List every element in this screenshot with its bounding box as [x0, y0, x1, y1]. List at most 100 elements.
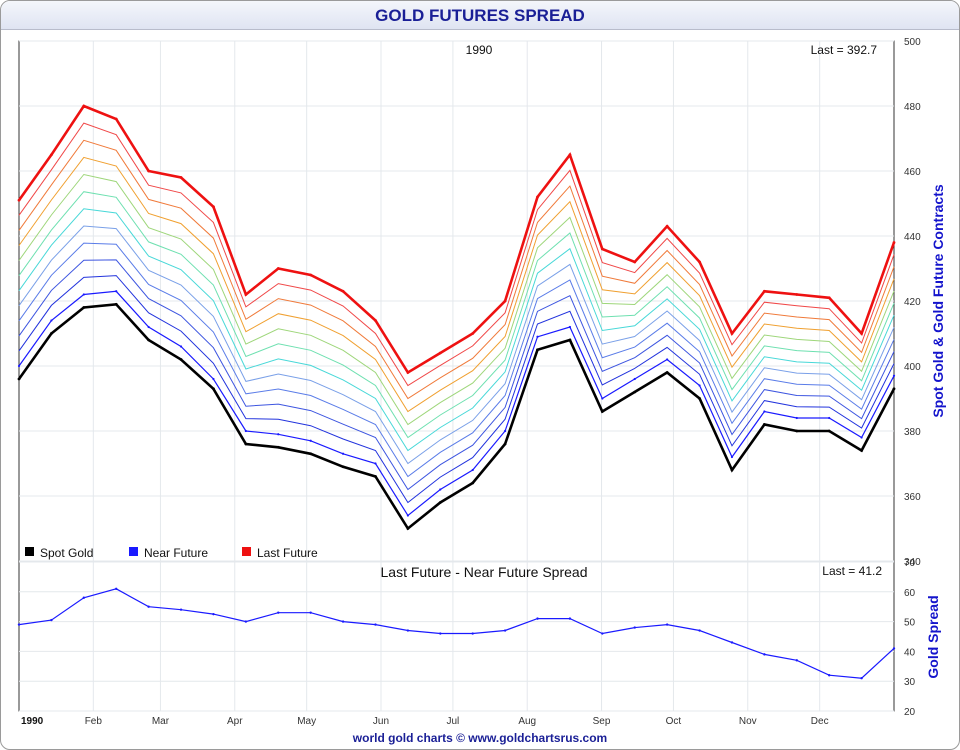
near-future-point	[730, 455, 734, 459]
spot-gold-point	[568, 338, 572, 342]
futures-contract-line	[18, 156, 895, 413]
near-future-point	[374, 462, 377, 465]
spread-point	[730, 641, 734, 644]
last-future-point	[633, 260, 637, 264]
spread-point	[212, 612, 215, 616]
bottom-plot-area	[18, 561, 895, 712]
spread-point	[471, 632, 474, 635]
legend-label: Near Future	[144, 546, 208, 560]
x-axis-month-label: Jul	[447, 716, 460, 727]
top-y-tick-label: 440	[904, 232, 921, 243]
title-bar: GOLD FUTURES SPREAD	[1, 1, 959, 30]
spread-point	[568, 617, 572, 620]
near-future-point	[666, 358, 669, 361]
spot-gold-point	[860, 449, 863, 452]
spot-gold-point	[665, 371, 669, 374]
spot-gold-point	[698, 397, 701, 400]
bottom-y-tick-label: 30	[904, 677, 916, 688]
last-future-point	[730, 332, 734, 335]
spot-gold-point	[179, 358, 183, 361]
spread-point	[115, 587, 118, 591]
near-future-point	[795, 416, 798, 420]
futures-contract-line	[18, 173, 895, 426]
spot-gold-point	[438, 501, 442, 504]
last-future-point	[536, 195, 539, 199]
legend-swatch	[129, 547, 138, 556]
spread-point	[698, 629, 701, 632]
spread-point	[860, 677, 863, 680]
bottom-y-tick-label: 40	[904, 647, 916, 658]
x-axis-month-label: Nov	[739, 716, 757, 727]
x-axis-month-label: 1990	[21, 716, 44, 727]
spot-gold-point	[276, 445, 280, 449]
last-future-point	[471, 332, 475, 335]
x-axis-month-label: Oct	[666, 716, 682, 727]
spot-gold-point	[471, 481, 475, 485]
x-axis-month-label: Jun	[373, 716, 389, 727]
near-future-point	[179, 345, 183, 348]
spread-point	[17, 623, 21, 626]
spread-point	[244, 620, 248, 623]
near-future-point	[341, 452, 345, 455]
last-future-point	[795, 293, 799, 296]
last-future-point	[17, 198, 21, 202]
near-future-point	[147, 325, 150, 329]
spot-gold-line	[17, 302, 896, 531]
spread-point	[503, 629, 507, 632]
spot-gold-point	[730, 468, 734, 472]
spot-gold-point	[212, 387, 215, 391]
page-title: GOLD FUTURES SPREAD	[375, 6, 585, 25]
last-future-point	[568, 153, 572, 157]
futures-contract-line	[18, 208, 895, 452]
near-future-point	[212, 377, 215, 381]
spread-point	[439, 632, 442, 635]
near-future-point	[536, 335, 539, 338]
spread-point	[179, 608, 183, 611]
spread-point	[309, 611, 312, 614]
x-axis-month-label: Dec	[811, 716, 829, 727]
last-future-point	[892, 241, 896, 244]
spread-point	[82, 596, 86, 599]
top-y-tick-label: 380	[904, 427, 921, 438]
near-future-point	[277, 433, 280, 436]
legend-swatch	[242, 547, 251, 556]
near-future-point	[82, 293, 85, 296]
bottom-y-tick-label: 20	[904, 707, 916, 718]
spread-point	[341, 620, 345, 623]
spread-point	[277, 611, 280, 614]
spot-gold-point	[762, 423, 766, 426]
near-future-point	[244, 429, 247, 433]
near-future-point	[471, 468, 474, 472]
spot-gold-point	[633, 390, 637, 394]
last-future-point	[762, 289, 766, 293]
bottom-y-axis-title: Gold Spread	[925, 595, 941, 678]
spot-gold-point	[147, 338, 151, 342]
bottom-y-tick-label: 50	[904, 618, 916, 629]
last-future-point	[276, 267, 280, 270]
near-future-line	[18, 290, 895, 517]
near-future-point	[860, 436, 863, 439]
legend-swatch	[25, 547, 34, 556]
last-future-point	[600, 247, 604, 251]
bottom-y-tick-label: 60	[904, 588, 916, 599]
top-last-annotation: Last = 392.7	[811, 43, 878, 57]
footer-credit: world gold charts © www.goldchartsrus.co…	[352, 731, 608, 745]
near-future-point	[568, 325, 572, 329]
near-future-point	[892, 374, 896, 377]
near-future-point	[50, 319, 53, 322]
futures-contract-line	[18, 122, 895, 387]
near-future-point	[763, 410, 766, 413]
last-future-point	[114, 117, 118, 121]
top-y-tick-label: 360	[904, 492, 921, 503]
spread-point	[374, 623, 377, 626]
spot-gold-point	[795, 429, 799, 433]
spread-point	[763, 653, 766, 656]
spread-point	[147, 605, 150, 608]
top-y-tick-label: 420	[904, 297, 921, 308]
near-future-point	[601, 397, 604, 400]
last-future-point	[179, 176, 183, 179]
spread-point	[601, 632, 604, 635]
futures-contract-line	[18, 242, 895, 478]
last-future-point	[309, 273, 313, 277]
